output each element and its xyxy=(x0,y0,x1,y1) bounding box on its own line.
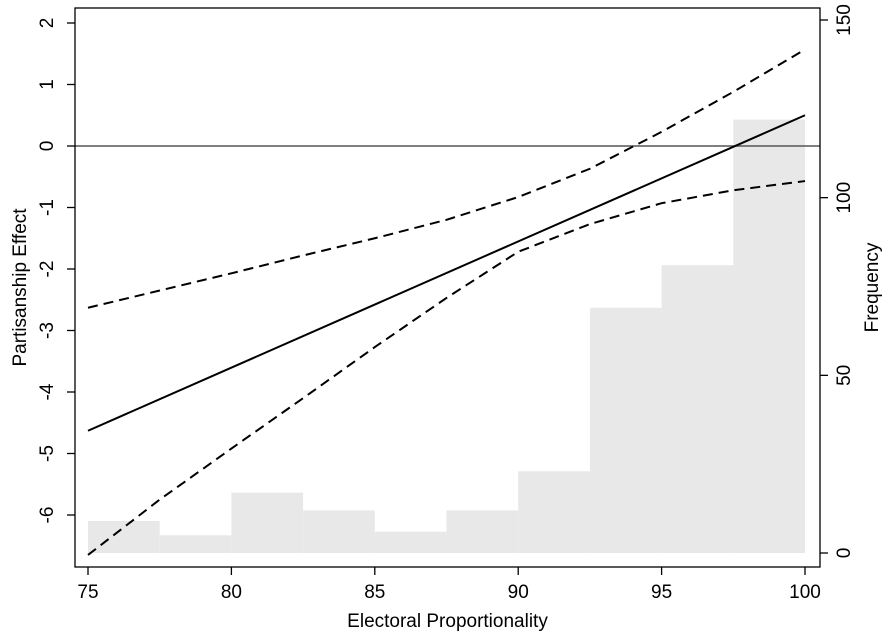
histogram-bar xyxy=(159,535,232,553)
y-tick-label: -2 xyxy=(37,261,58,278)
x-axis-title: Electoral Proportionality xyxy=(347,611,548,632)
plot-border xyxy=(74,7,821,568)
histogram-bar xyxy=(518,471,590,553)
y2-axis-title: Frequency xyxy=(862,242,883,332)
x-tick-label: 90 xyxy=(508,582,529,603)
y2-tick-label: 0 xyxy=(834,548,855,559)
histogram-bar xyxy=(88,521,160,553)
x-axis: 75 80 85 90 95 100 xyxy=(77,567,821,603)
histogram-bar xyxy=(231,492,304,553)
y-tick-label: 2 xyxy=(37,18,58,29)
plot-frame xyxy=(74,7,821,568)
histogram-bar xyxy=(733,119,805,553)
y2-tick-label: 50 xyxy=(834,365,855,386)
histogram-bar xyxy=(589,307,662,553)
lower-ci-line xyxy=(87,180,806,556)
histogram-bar xyxy=(374,531,447,553)
upper-ci-line xyxy=(87,48,806,309)
histogram-bars xyxy=(88,119,805,553)
x-tick-label: 100 xyxy=(789,582,821,603)
histogram-bar xyxy=(661,265,734,553)
histogram-bar xyxy=(446,510,519,553)
estimate-line xyxy=(87,114,806,432)
y-tick-label: -4 xyxy=(37,383,58,400)
y-tick-label: 1 xyxy=(37,79,58,90)
series-lines xyxy=(87,48,806,556)
y-axis-right: 0 50 100 150 xyxy=(820,4,855,558)
y-tick-label: -3 xyxy=(37,322,58,339)
y-axis-left: -6 -5 -4 -3 -2 -1 0 1 2 xyxy=(37,18,75,524)
histogram-bar xyxy=(303,510,375,553)
y-tick-label: -5 xyxy=(37,445,58,462)
y2-tick-label: 100 xyxy=(834,182,855,214)
y-tick-label: -1 xyxy=(37,199,58,216)
x-tick-label: 75 xyxy=(77,582,98,603)
y-tick-label: -6 xyxy=(37,507,58,524)
x-tick-label: 95 xyxy=(651,582,672,603)
y-axis-title: Partisanship Effect xyxy=(10,208,31,367)
y2-tick-label: 150 xyxy=(834,4,855,36)
y-tick-label: 0 xyxy=(37,141,58,152)
x-tick-label: 80 xyxy=(221,582,242,603)
x-tick-label: 85 xyxy=(364,582,385,603)
